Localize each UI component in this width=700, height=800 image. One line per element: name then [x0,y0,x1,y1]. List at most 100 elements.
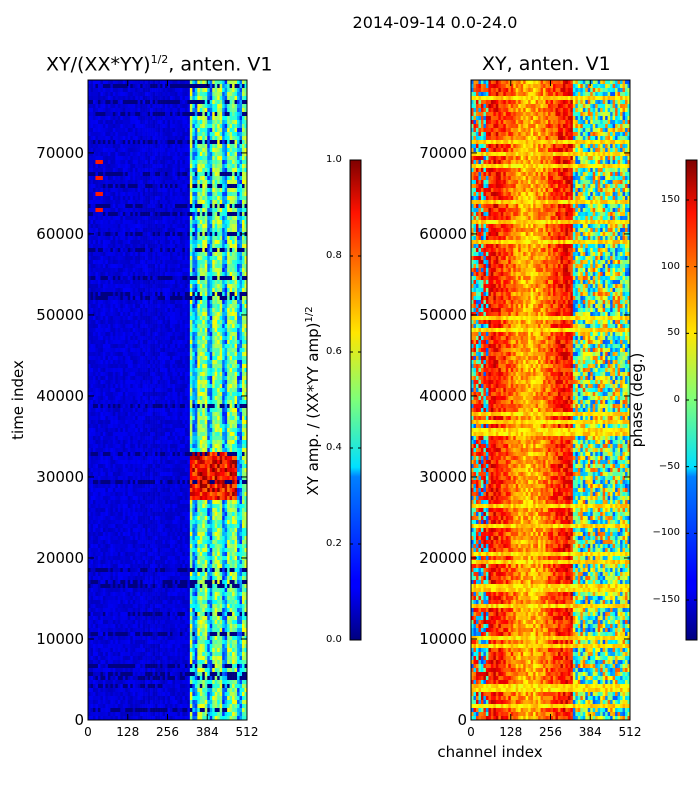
heatmap-cell [179,268,183,273]
heatmap-cell [217,348,220,353]
heatmap-cell [214,140,218,145]
heatmap-cell [209,272,213,277]
heatmap-cell [189,108,193,113]
heatmap-cell [95,300,99,305]
heatmap-cell [122,144,126,149]
heatmap-cell [179,280,183,285]
heatmap-cell [115,296,119,301]
heatmap-cell [187,84,191,89]
heatmap-cell [112,292,116,297]
heatmap-cell [189,200,193,205]
heatmap-cell [204,144,208,149]
heatmap-cell [147,304,151,309]
heatmap-cell [199,204,203,209]
heatmap-cell [219,352,223,357]
heatmap-cell [202,140,206,145]
heatmap-cell [182,100,186,105]
heatmap-cell [179,352,183,357]
heatmap-cell [179,228,183,233]
heatmap-cell [174,232,178,237]
heatmap-cell [227,304,230,309]
heatmap-cell [132,184,136,189]
heatmap-cell [234,372,238,377]
heatmap-cell [125,188,129,193]
heatmap-cell [174,384,178,389]
heatmap-cell [244,216,247,221]
heatmap-cell [140,92,143,97]
heatmap-cell [115,256,119,261]
heatmap-cell [197,172,201,177]
heatmap-cell [145,180,148,185]
heatmap-cell [97,88,101,93]
heatmap-cell [112,360,116,365]
heatmap-cell [197,228,201,233]
heatmap-cell [90,320,94,325]
heatmap-cell [92,120,96,125]
heatmap-cell [137,384,141,389]
heatmap-cell [174,88,178,93]
heatmap-cell [97,80,101,85]
heatmap-cell [192,372,196,377]
heatmap-cell [100,268,104,273]
heatmap-cell [219,144,223,149]
heatmap-cell [192,388,196,393]
heatmap-cell [232,128,235,133]
heatmap-cell [90,144,94,149]
heatmap-cell [239,284,243,289]
heatmap-cell [232,236,235,241]
heatmap-cell [167,120,171,125]
heatmap-cell [232,172,235,177]
heatmap-cell [88,104,91,109]
heatmap-cell [102,368,106,373]
heatmap-cell [234,360,238,365]
heatmap-cell [202,120,206,125]
heatmap-cell [239,172,243,177]
heatmap-cell [142,304,146,309]
heatmap-cell [150,336,153,341]
heatmap-cell [239,80,243,85]
heatmap-cell [199,296,203,301]
heatmap-cell [130,324,134,329]
heatmap-cell [97,304,101,309]
heatmap-cell [219,324,223,329]
heatmap-cell [132,320,136,325]
heatmap-cell [229,212,233,217]
heatmap-cell [197,292,201,297]
heatmap-cell [145,372,148,377]
heatmap-cell [187,308,191,313]
heatmap-cell [105,136,109,141]
heatmap-cell [100,276,104,281]
heatmap-cell [224,336,228,341]
heatmap-cell [189,212,193,217]
heatmap-cell [182,136,186,141]
heatmap-cell [177,152,181,157]
heatmap-cell [182,176,186,181]
heatmap-cell [179,336,183,341]
heatmap-cell [239,320,243,325]
heatmap-cell [157,204,161,209]
heatmap-cell [157,96,161,101]
heatmap-cell [207,348,211,353]
heatmap-cell [130,92,134,97]
heatmap-cell [212,316,215,321]
heatmap-cell [150,272,153,277]
heatmap-cell [189,256,193,261]
heatmap-cell [145,304,148,309]
heatmap-cell [107,164,111,169]
heatmap-cell [217,328,220,333]
heatmap-cell [145,352,148,357]
heatmap-cell [145,296,148,301]
heatmap-cell [217,316,220,321]
heatmap-cell [152,352,156,357]
heatmap-cell [217,180,220,185]
heatmap-cell [219,376,223,381]
heatmap-cell [137,344,141,349]
heatmap-cell [160,120,163,125]
heatmap-cell [229,140,233,145]
heatmap-cell [137,160,141,165]
heatmap-cell [209,256,213,261]
heatmap-cell [212,84,215,89]
heatmap-cell [150,364,153,369]
heatmap-cell [237,148,240,153]
heatmap-cell [209,148,213,153]
